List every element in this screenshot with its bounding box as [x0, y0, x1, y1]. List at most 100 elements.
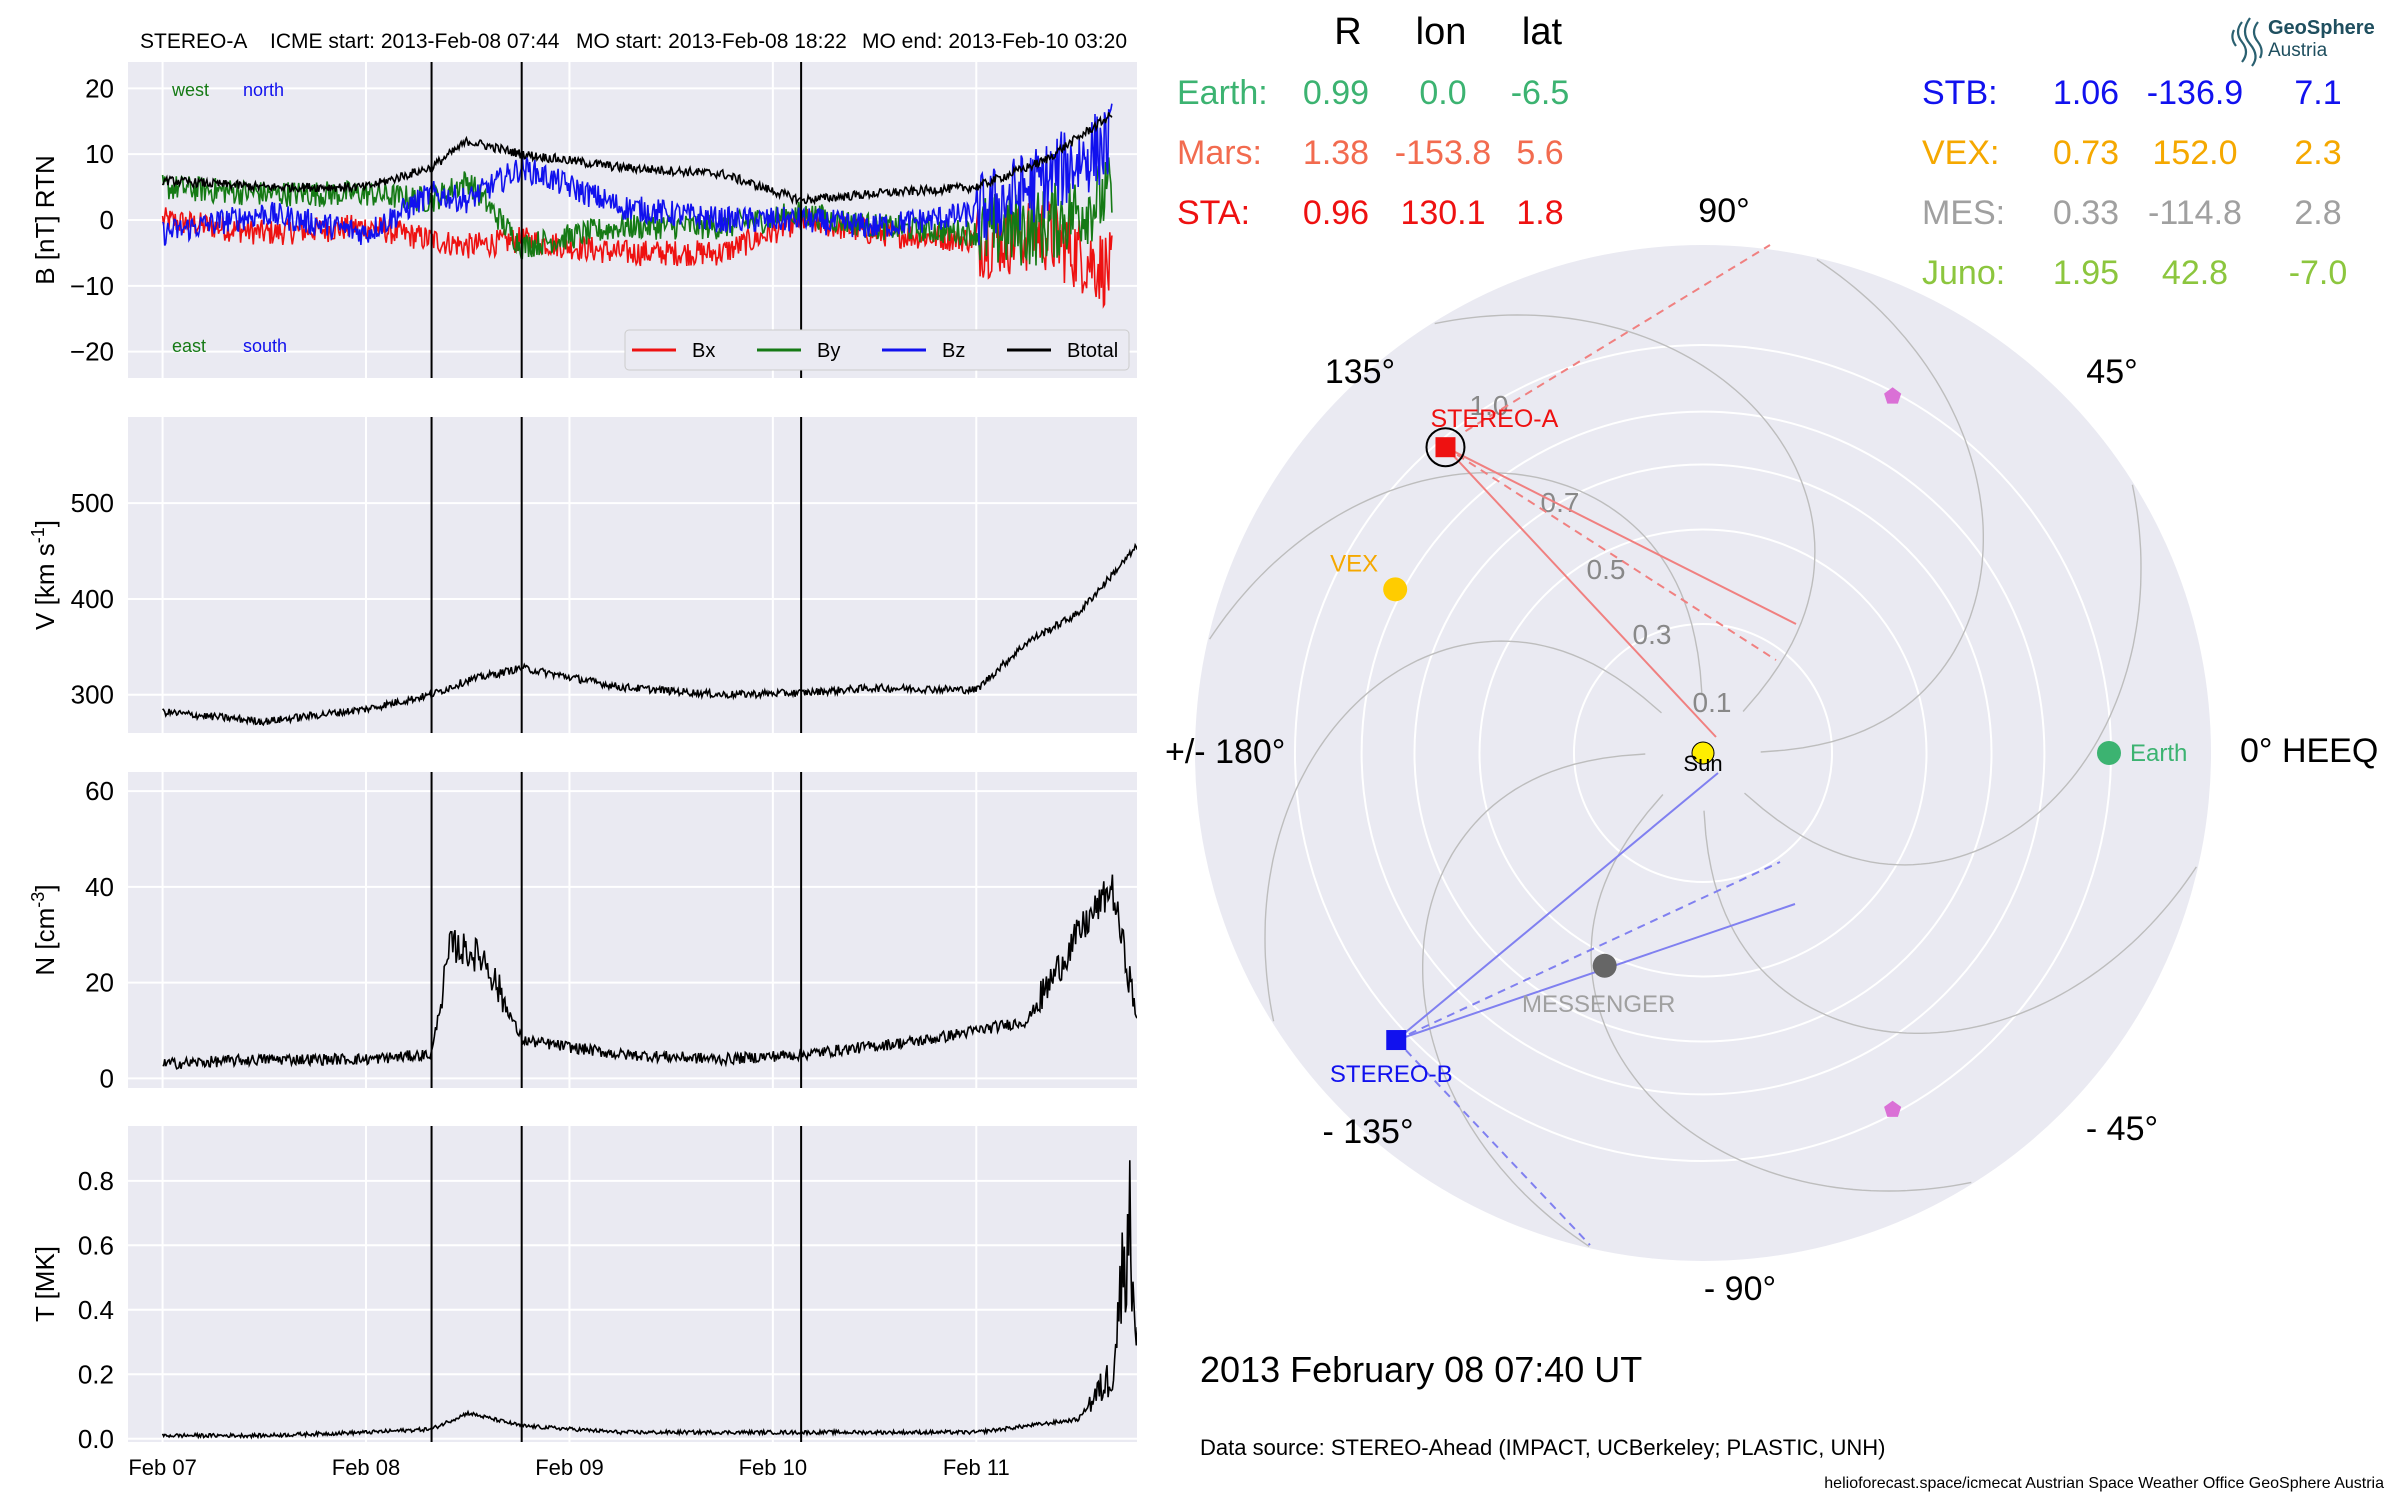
table-row-lat: -7.0: [2289, 254, 2348, 292]
y-tick-label: −10: [70, 271, 114, 301]
polar-angle-label: 135°: [1325, 353, 1395, 391]
x-tick-label: Feb 08: [332, 1455, 401, 1480]
sun-label: Sun: [1683, 751, 1722, 776]
sun-marker: [1691, 741, 1715, 765]
sta-marker: [1435, 437, 1456, 458]
y-tick-label: 60: [85, 776, 114, 806]
table-row-r: 1.38: [1303, 134, 1369, 172]
legend-label-bz: Bz: [942, 340, 965, 362]
table-row-lon: 0.0: [1419, 74, 1466, 112]
table-row-lon: -114.8: [2148, 194, 2242, 232]
messenger-marker: [1592, 953, 1617, 978]
series-line-btotal: [161, 112, 1113, 206]
polar-angle-label: - 90°: [1704, 1270, 1776, 1308]
sta-highlight-ring: [1425, 427, 1466, 468]
polar-angle-label: - 45°: [2086, 1110, 2158, 1148]
table-row-name: Mars:: [1177, 134, 1262, 172]
logo-line1: GeoSphere: [2268, 17, 2375, 39]
stb-field-line: [1395, 772, 1719, 1041]
parker-spiral-line: [1209, 472, 1703, 696]
y-tick-label: −20: [70, 337, 114, 367]
polar-radial-label: 0.5: [1587, 554, 1626, 585]
speed-panel: 500 400 300 V [km s-1]: [28, 417, 1137, 733]
polar-angle-label: 0° HEEQ: [2240, 732, 2378, 770]
time-axis-labels: Feb 07 Feb 08 Feb 09 Feb 10 Feb 11: [128, 1455, 1009, 1480]
stb-marker: [1386, 1030, 1407, 1051]
panel-background: [128, 772, 1137, 1088]
sta-field-line: [1444, 446, 1717, 738]
table-row-lat: 2.3: [2294, 134, 2341, 172]
table-row-lon: 42.8: [2162, 254, 2228, 292]
sta-field-line: [1445, 446, 1797, 625]
temperature-panel: 0.8 0.6 0.4 0.2 0.0 T [MK]: [30, 1126, 1137, 1454]
legend-label-btotal: Btotal: [1067, 340, 1118, 362]
messenger-label: MESSENGER: [1522, 991, 1675, 1018]
table-row-r: 0.73: [2053, 134, 2119, 172]
header-mo-end: MO end: 2013-Feb-10 03:20: [862, 30, 1127, 53]
parker-spiral-line: [1590, 794, 1972, 1192]
polar-radial-label: 0.7: [1541, 487, 1580, 518]
table-row-lat: -6.5: [1511, 74, 1570, 112]
table-row-name: MES:: [1922, 194, 2005, 232]
stb-label: STEREO-B: [1330, 1061, 1453, 1088]
table-row-lat: 7.1: [2294, 74, 2341, 112]
series-line-v: [162, 542, 1137, 727]
series-line-bz: [161, 103, 1113, 246]
x-tick-label: Feb 11: [943, 1455, 1010, 1480]
table-row-name: Earth:: [1177, 74, 1268, 112]
stb-field-line-dashed: [1395, 861, 1781, 1041]
juno-marker: [1884, 1100, 1902, 1117]
table-header-lon: lon: [1416, 11, 1467, 53]
x-tick-label: Feb 07: [128, 1455, 197, 1480]
juno-marker: [1884, 387, 1902, 404]
table-row-lat: 1.8: [1516, 194, 1563, 232]
stb-field-line-dashed: [1395, 1039, 1591, 1246]
legend-label-bx: Bx: [692, 340, 715, 362]
polar-radial-label: 0.3: [1633, 619, 1672, 650]
parker-spiral-line: [1760, 259, 1985, 753]
y-tick-label: 400: [71, 584, 114, 614]
series-line-t: [161, 1160, 1137, 1440]
y-axis-label: V [km s-1]: [28, 520, 60, 630]
geosphere-swirl-icon: [2231, 17, 2263, 67]
sta-field-line-dashed: [1444, 446, 1777, 661]
x-tick-label: Feb 09: [535, 1455, 604, 1480]
table-row-lon: 130.1: [1400, 194, 1485, 232]
panel-background: [128, 417, 1137, 733]
credits: helioforecast.space/icmecat Austrian Spa…: [1824, 1475, 2384, 1492]
table-row-name: VEX:: [1922, 134, 1999, 172]
header-spacecraft: STEREO-A: [140, 30, 247, 53]
polar-angle-label: +/- 180°: [1165, 733, 1285, 771]
y-tick-label: 0.6: [78, 1230, 114, 1260]
vex-marker: [1383, 577, 1408, 602]
sta-field-line-dashed: [1464, 244, 1771, 433]
series-line-n: [162, 874, 1137, 1070]
y-tick-label: 0.0: [78, 1424, 114, 1454]
earth-label: Earth: [2130, 740, 2187, 767]
table-row-lon: -153.8: [1395, 134, 1491, 172]
y-tick-label: 300: [71, 680, 114, 710]
table-row-r: 1.95: [2053, 254, 2119, 292]
series-line-by: [161, 157, 1113, 266]
heliospheric-position-plot: 90° 45° 0° HEEQ - 45° - 90° - 135° +/- 180° 135…: [1165, 192, 2378, 1308]
polar-grid-circle: [1478, 528, 1928, 978]
table-row-lon: 152.0: [2152, 134, 2237, 172]
parker-spiral-line: [1421, 753, 1646, 1247]
y-tick-label: 0: [100, 1063, 114, 1093]
y-tick-label: 500: [71, 488, 114, 518]
table-row-name: STA:: [1177, 194, 1250, 232]
y-axis-label: T [MK]: [30, 1246, 60, 1322]
table-row-r: 0.33: [2053, 194, 2119, 232]
polar-angle-label: 45°: [2086, 353, 2137, 391]
table-header-r: R: [1334, 11, 1361, 53]
y-tick-label: 0: [100, 205, 114, 235]
table-row-lon: -136.9: [2147, 74, 2243, 112]
y-axis-label: N [cm-3]: [28, 884, 60, 975]
polar-angle-label: - 135°: [1322, 1113, 1413, 1151]
timestamp: 2013 February 08 07:40 UT: [1200, 1349, 1642, 1390]
table-row-name: STB:: [1922, 74, 1998, 112]
earth-marker: [2096, 741, 2121, 765]
data-source: Data source: STEREO-Ahead (IMPACT, UCBer…: [1200, 1435, 1885, 1460]
polar-grid-circle: [1360, 410, 2046, 1096]
